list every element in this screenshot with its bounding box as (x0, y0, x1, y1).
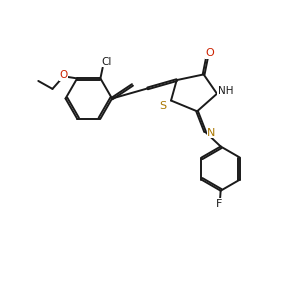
Text: F: F (216, 199, 223, 209)
Text: N: N (207, 128, 215, 138)
Text: NH: NH (218, 86, 233, 96)
Text: O: O (60, 70, 68, 80)
Text: Cl: Cl (102, 57, 112, 67)
Text: S: S (159, 101, 167, 111)
Text: O: O (205, 48, 214, 58)
